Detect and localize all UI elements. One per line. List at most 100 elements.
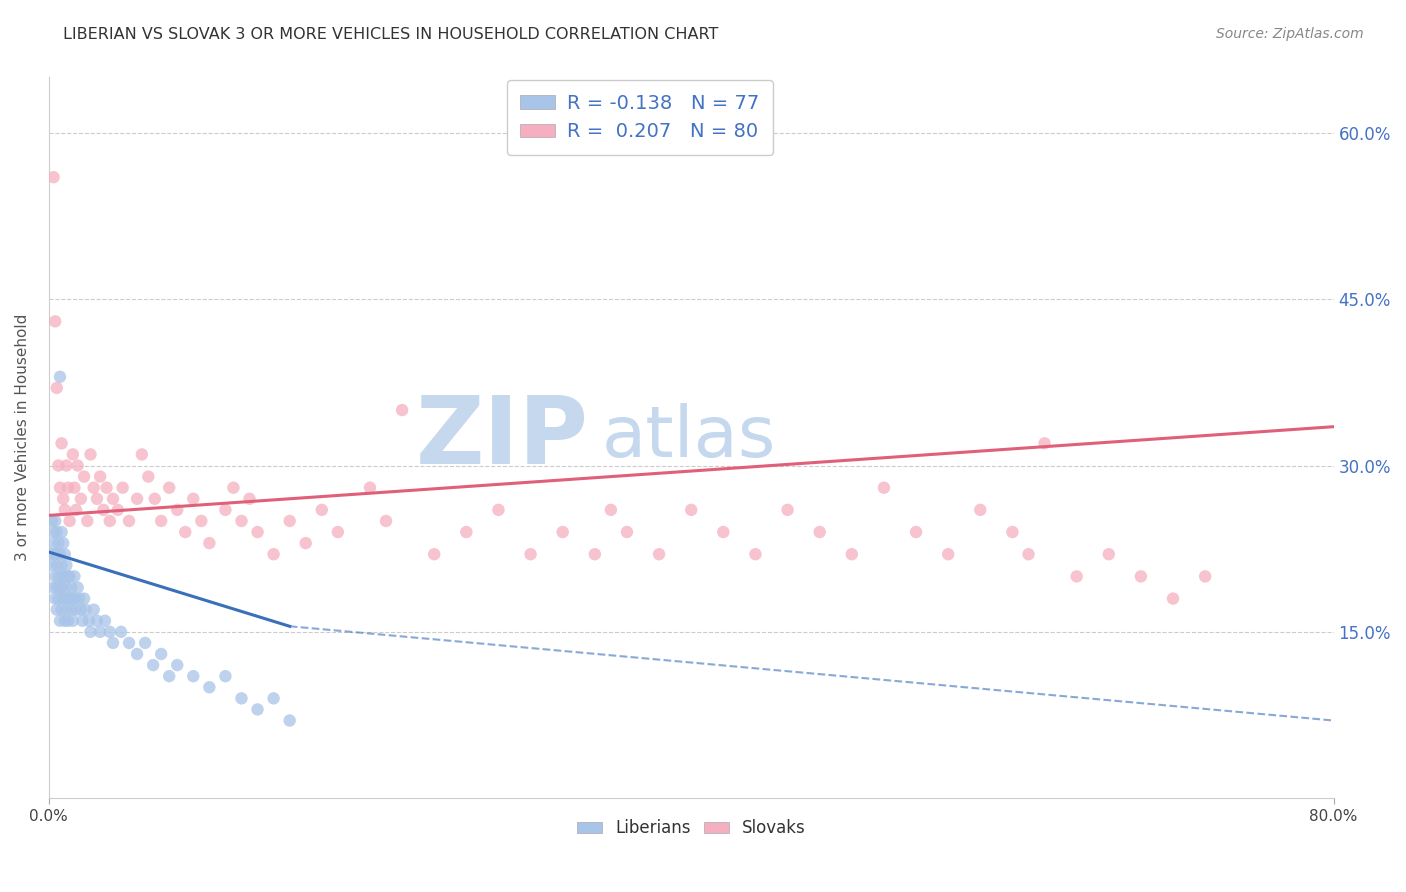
Point (49, 369, 72, 384)
Point (66, 458, 89, 473)
Point (49, 581, 72, 595)
Point (150, 514, 173, 528)
Point (89, 469, 111, 483)
Point (53, 547, 76, 561)
Point (936, 547, 959, 561)
Point (52, 591, 75, 606)
Point (231, 514, 253, 528)
Point (49, 481, 72, 495)
Point (375, 514, 398, 528)
Point (86, 614, 108, 628)
Point (45, 524, 67, 539)
Point (1066, 569, 1088, 583)
Point (744, 547, 766, 561)
Point (55, 458, 77, 473)
Point (89, 624, 111, 639)
Point (65, 602, 87, 616)
Point (157, 481, 180, 495)
Point (45, 581, 67, 595)
Point (150, 647, 173, 661)
Point (49, 547, 72, 561)
Point (110, 624, 132, 639)
Point (599, 503, 621, 517)
Point (98, 624, 121, 639)
Point (311, 503, 333, 517)
Point (1161, 591, 1184, 606)
Point (551, 524, 574, 539)
Point (107, 503, 129, 517)
Point (222, 481, 245, 495)
Text: atlas: atlas (602, 403, 776, 472)
Point (62, 447, 84, 461)
Point (98, 514, 121, 528)
Point (62, 591, 84, 606)
Point (519, 547, 541, 561)
Point (79, 447, 101, 461)
Point (56, 481, 79, 495)
Point (66, 581, 89, 595)
Point (1001, 524, 1024, 539)
Point (616, 524, 638, 539)
Point (326, 524, 349, 539)
Point (131, 447, 153, 461)
Point (59, 591, 82, 606)
Point (44, 547, 66, 561)
Point (53, 503, 76, 517)
Point (51, 436, 73, 450)
Point (488, 503, 510, 517)
Point (63, 569, 86, 583)
Point (681, 503, 703, 517)
Point (127, 647, 149, 661)
Point (55, 581, 77, 595)
Point (45, 547, 67, 561)
Point (53, 591, 76, 606)
Point (72, 614, 94, 628)
Point (48, 536, 70, 550)
Point (391, 403, 413, 417)
Point (96, 481, 118, 495)
Point (263, 547, 285, 561)
Point (55, 602, 77, 616)
Point (776, 503, 799, 517)
Point (41, 514, 63, 528)
Point (181, 491, 204, 506)
Point (190, 514, 212, 528)
Point (51, 602, 73, 616)
Point (583, 547, 606, 561)
Text: LIBERIAN VS SLOVAK 3 OR MORE VEHICLES IN HOUSEHOLD CORRELATION CHART: LIBERIAN VS SLOVAK 3 OR MORE VEHICLES IN… (63, 27, 718, 42)
Point (53, 614, 76, 628)
Point (42, 170, 65, 185)
Point (118, 636, 141, 650)
Point (70, 602, 93, 616)
Point (62, 614, 84, 628)
Legend: Liberians, Slovaks: Liberians, Slovaks (569, 813, 813, 844)
Point (294, 536, 316, 550)
Point (63, 481, 86, 495)
Text: Source: ZipAtlas.com: Source: ZipAtlas.com (1216, 27, 1364, 41)
Point (59, 569, 82, 583)
Point (841, 547, 863, 561)
Point (905, 524, 928, 539)
Point (214, 503, 236, 517)
Point (136, 469, 159, 483)
Point (60, 581, 83, 595)
Point (42, 536, 65, 550)
Point (166, 503, 188, 517)
Point (42, 524, 65, 539)
Point (56, 591, 79, 606)
Point (52, 569, 75, 583)
Point (51, 558, 73, 573)
Y-axis label: 3 or more Vehicles in Household: 3 or more Vehicles in Household (15, 314, 30, 561)
Point (48, 591, 70, 606)
Point (214, 669, 236, 683)
Point (246, 524, 269, 539)
Point (53, 569, 76, 583)
Point (49, 614, 72, 628)
Point (52, 536, 75, 550)
Point (77, 614, 100, 628)
Point (246, 702, 269, 716)
Point (1033, 436, 1056, 450)
Point (101, 491, 124, 506)
Point (198, 536, 221, 550)
Point (94, 614, 117, 628)
